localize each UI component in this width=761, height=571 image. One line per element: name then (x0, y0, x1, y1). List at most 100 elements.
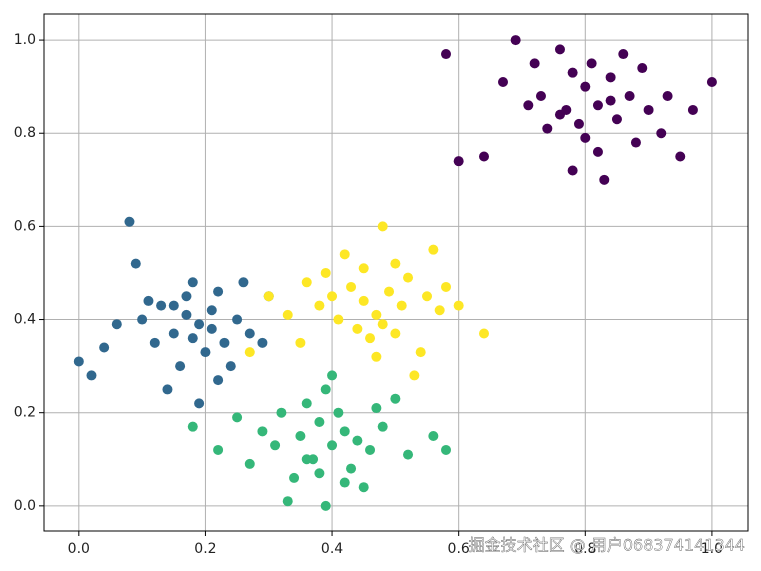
point (592, 100, 603, 111)
point (276, 407, 287, 418)
y-tick-label: 0.2 (14, 405, 36, 421)
point (656, 128, 667, 139)
point (143, 295, 154, 306)
point (403, 272, 414, 283)
point (333, 407, 344, 418)
point (206, 305, 217, 316)
point (624, 90, 635, 101)
point (149, 337, 160, 348)
point (599, 174, 610, 185)
point (403, 449, 414, 460)
point (194, 398, 205, 409)
point (497, 77, 508, 88)
point (542, 123, 553, 134)
point (181, 309, 192, 320)
point (441, 281, 452, 292)
point (73, 356, 84, 367)
point (662, 90, 673, 101)
point (244, 347, 255, 358)
point (605, 72, 616, 83)
point (358, 263, 369, 274)
point (523, 100, 534, 111)
point (592, 146, 603, 157)
point (244, 458, 255, 469)
point (187, 421, 198, 432)
point (428, 244, 439, 255)
point (213, 444, 224, 455)
point (130, 258, 141, 269)
point (320, 267, 331, 278)
point (390, 328, 401, 339)
point (637, 63, 648, 74)
point (333, 314, 344, 325)
point (282, 309, 293, 320)
x-tick-label: 0.6 (448, 541, 470, 557)
point (535, 90, 546, 101)
x-tick-label: 0.2 (194, 541, 216, 557)
point (365, 333, 376, 344)
y-tick-label: 0.6 (14, 218, 36, 234)
point (225, 361, 236, 372)
point (200, 347, 211, 358)
point (409, 370, 420, 381)
point (365, 444, 376, 455)
point (479, 151, 489, 162)
point (611, 114, 622, 125)
point (314, 468, 325, 479)
point (377, 421, 388, 432)
point (257, 426, 268, 437)
y-tick-label: 0.4 (14, 312, 36, 328)
point (580, 132, 591, 143)
point (605, 95, 616, 106)
point (301, 398, 312, 409)
point (453, 300, 464, 311)
point (529, 58, 540, 69)
point (371, 309, 382, 320)
point (339, 477, 350, 488)
point (301, 454, 312, 465)
point (168, 328, 179, 339)
watermark: 掘金技术社区 @ 用户068374141344 (469, 536, 745, 555)
point (99, 342, 110, 353)
point (175, 361, 186, 372)
point (580, 81, 591, 92)
point (86, 370, 97, 381)
point (396, 300, 407, 311)
x-tick-label: 0.4 (321, 541, 343, 557)
point (295, 337, 306, 348)
point (422, 291, 433, 302)
point (573, 118, 584, 129)
point (327, 440, 338, 451)
point (137, 314, 148, 325)
point (390, 258, 401, 269)
point (162, 384, 173, 395)
point (377, 319, 388, 330)
point (510, 35, 521, 46)
point (263, 291, 274, 302)
point (187, 333, 198, 344)
y-tick-label: 0.8 (14, 125, 36, 141)
point (339, 426, 350, 437)
point (320, 384, 331, 395)
point (643, 104, 654, 115)
point (320, 500, 331, 511)
x-tick-label: 0.8 (574, 541, 596, 557)
point (111, 319, 122, 330)
point (219, 337, 230, 348)
point (441, 49, 452, 60)
point (124, 216, 135, 227)
point (213, 375, 224, 386)
point (327, 370, 338, 381)
point (257, 337, 268, 348)
point (327, 291, 338, 302)
point (586, 58, 597, 69)
point (706, 77, 717, 88)
x-tick-label: 0.0 (68, 541, 90, 557)
point (301, 277, 312, 288)
point (377, 221, 388, 232)
point (567, 165, 578, 176)
point (358, 295, 369, 306)
point (295, 430, 306, 441)
x-tick-label: 1.0 (701, 541, 723, 557)
point (232, 412, 243, 423)
